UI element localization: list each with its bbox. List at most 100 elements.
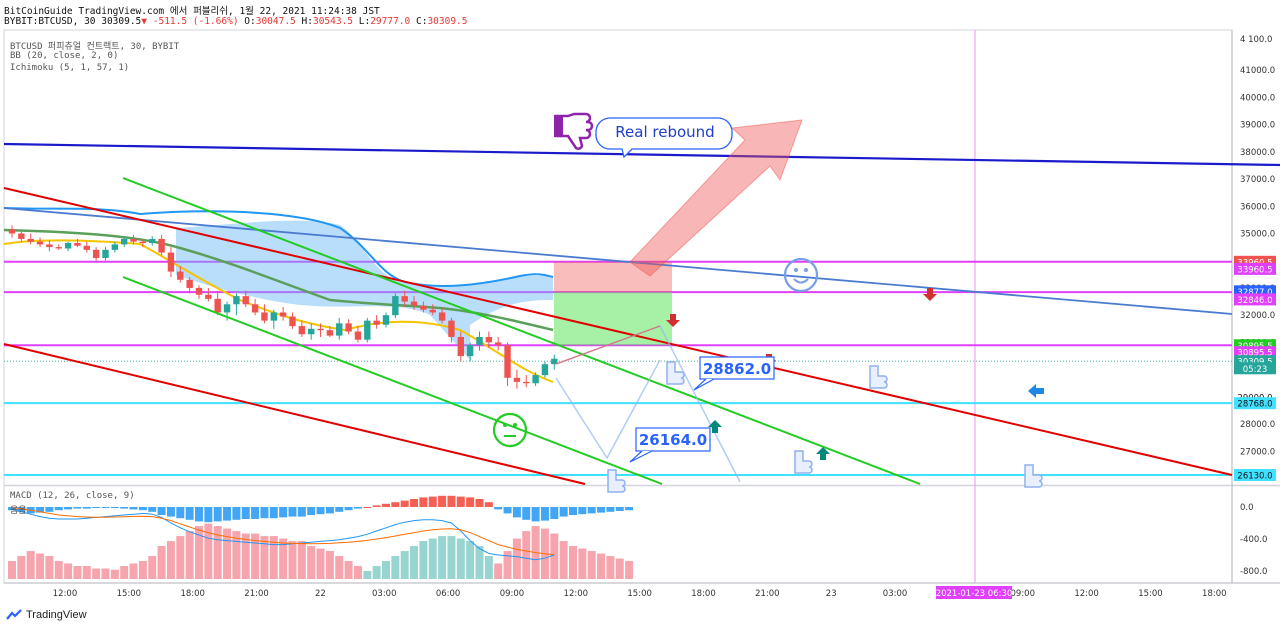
macd-histogram-bar [512,507,521,518]
macd-volume-bar [54,561,63,579]
candle-body [177,271,184,280]
candle-body [354,331,362,340]
candle-body [298,326,306,335]
macd-volume-bar [335,556,344,579]
macd-histogram-bar [578,507,587,515]
macd-histogram-bar [110,507,119,508]
macd-volume-bar [447,536,456,579]
price-tick-label: 39000.0 [1240,121,1275,131]
macd-histogram-bar [569,507,577,515]
macd-volume-bar [344,561,353,579]
price-tick-label: 37000.0 [1240,175,1275,185]
candle-body [308,328,315,335]
time-tick-label: 15:00 [627,589,652,599]
macd-volume-bar [8,561,16,579]
price-tick-label: 27000.0 [1240,447,1275,457]
down-arrow-icon: ▼ [141,16,148,27]
candle-body [382,315,390,325]
time-tick-label: 12:00 [564,589,589,599]
price-tick-label: 40000.0 [1240,93,1275,103]
open-value: 30047.5 [255,16,296,27]
price-callout-upper[interactable]: 28862.0 [693,356,775,391]
red-channel-upper [3,187,1233,476]
callout-lower-label: 26164.0 [639,431,707,449]
pointing-hand-icon [666,361,685,385]
time-tick-label: 18:00 [180,589,205,599]
real-rebound-callout[interactable]: Real rebound [595,117,733,159]
neutral-face-icon-eye [503,423,507,427]
macd-histogram-bar [223,507,232,521]
macd-volume-bar [466,541,475,579]
macd-volume-bar [157,546,166,579]
macd-histogram-bar [316,507,325,515]
candle-body [476,336,483,346]
candle-body [214,298,221,313]
macd-volume-bar [578,548,587,579]
macd-volume-bar [625,561,634,579]
candle-body [401,296,408,302]
macd-histogram-bar [166,507,175,517]
macd-volume-bar [92,568,101,579]
macd-volume-bar [101,568,110,579]
macd-volume-bar [438,536,447,579]
candle-body [495,342,502,346]
macd-volume-bar [400,551,409,579]
macd-volume-bar [475,546,484,579]
price-badge [1234,262,1276,275]
legend-macd: MACD (12, 26, close, 9) [10,491,135,501]
green-channel-upper [122,177,921,485]
macd-histogram-bar [597,507,606,513]
tradingview-logo-icon [6,609,22,620]
candle-body [74,243,81,246]
macd-histogram-bar [213,507,222,522]
time-tick-label: 21:00 [244,589,269,599]
macd-histogram-bar [241,507,250,519]
price-callout-lower[interactable]: 26164.0 [629,427,711,463]
tradingview-brand[interactable]: TradingView [6,609,87,621]
time-tick-label: 06:00 [436,589,461,599]
macd-histogram-bar [64,507,73,510]
macd-histogram-bar [540,507,549,521]
macd-volume-bar [494,563,503,579]
candle-body [279,312,287,317]
price-badge [1234,362,1276,375]
macd-tick-label: -800.0 [1240,567,1267,577]
candle-body [121,238,128,245]
macd-histogram-bar [559,507,568,517]
close-value: 30309.5 [427,16,468,27]
candle-body [448,320,455,337]
time-tick-label: 15:00 [1138,589,1163,599]
macd-histogram-bar [466,497,475,507]
candle-body [205,294,212,299]
candle-body [139,241,147,244]
price-badge-label: 26130.0 [1237,472,1272,482]
pointing-hand-icon [1024,464,1043,488]
candle-body [242,296,249,305]
macd-histogram-bar [232,507,241,520]
macd-volume-bar [503,551,512,579]
candle-body [261,312,268,321]
macd-tick-label: -400.0 [1240,535,1267,545]
price-badge-label: 32877.0 [1237,288,1272,298]
time-tick-label: 12:00 [1074,589,1099,599]
macd-histogram-bar [400,500,409,507]
macd-histogram-bar [129,507,138,510]
candle-body [223,304,231,313]
signal-line [11,507,555,556]
candle-body [111,244,119,250]
macd-volume-bar [391,556,400,579]
buy-marker-arrow-icon [816,447,830,460]
macd-histogram-bar [297,507,306,517]
macd-volume-bar [372,566,381,579]
macd-volume-bar [82,566,91,579]
macd-volume-bar [120,566,129,579]
neutral-face-icon-eye [513,423,517,427]
symbol-price: BYBIT:BTCUSD, 30 30309.5 [4,16,142,27]
macd-histogram-bar [288,507,297,517]
low-label: L: [358,16,371,27]
macd-volume-bar [45,556,54,579]
macd-histogram-bar [269,507,278,519]
macd-volume-bar [36,553,45,579]
pointing-hand-icon [607,469,626,493]
